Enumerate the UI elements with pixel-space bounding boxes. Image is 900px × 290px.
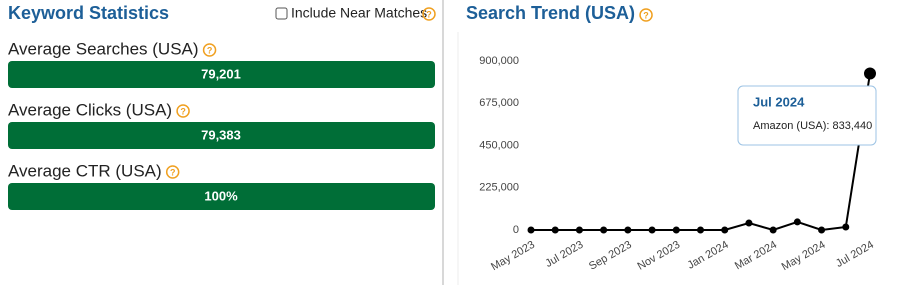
stat-label: Average Searches (USA) <box>8 39 199 58</box>
data-point[interactable] <box>648 226 656 234</box>
tooltip-text: Amazon (USA): 833,440 <box>753 120 872 132</box>
data-point[interactable] <box>697 226 704 234</box>
data-point[interactable] <box>527 226 535 234</box>
checkbox[interactable] <box>275 7 288 20</box>
y-tick-label: 0 <box>513 224 519 236</box>
help-mark: ? <box>180 106 186 116</box>
data-point[interactable] <box>745 219 753 227</box>
tooltip: Jul 2024 Amazon (USA): 833,440 <box>737 85 877 146</box>
help-icon[interactable] <box>202 43 217 57</box>
stat-value: 100% <box>204 188 238 203</box>
data-point[interactable] <box>793 218 801 226</box>
help-icon[interactable] <box>165 165 180 179</box>
data-point[interactable] <box>672 226 680 234</box>
tooltip-title: Jul 2024 <box>753 94 805 109</box>
help-icon[interactable] <box>176 104 190 118</box>
help-icon[interactable] <box>639 8 653 22</box>
data-point[interactable] <box>842 223 850 231</box>
data-point[interactable] <box>721 226 729 234</box>
help-mark: ? <box>643 10 649 20</box>
stat-bar <box>8 183 435 210</box>
data-point[interactable] <box>551 226 559 234</box>
x-tick-label: May 2024 <box>780 239 828 274</box>
x-tick-label: Nov 2023 <box>635 239 682 273</box>
x-tick-label: Mar 2024 <box>733 239 779 273</box>
stats: Average Searches (USA) ? 79,201 Average Cli… <box>8 39 435 210</box>
tooltip-box <box>737 85 877 146</box>
stat-label: Average Clicks (USA) <box>8 100 172 119</box>
x-tick-label: Jan 2024 <box>685 239 730 272</box>
y-tick-label: 900,000 <box>479 55 519 67</box>
stat-bar <box>8 122 435 149</box>
stat-value: 79,201 <box>201 66 241 81</box>
data-point[interactable] <box>624 226 632 234</box>
panel-title: Keyword Statistics <box>8 3 169 23</box>
data-point[interactable] <box>575 226 583 234</box>
x-tick-label: Jul 2024 <box>834 239 876 270</box>
help-mark: ? <box>426 9 432 19</box>
y-tick-label: 225,000 <box>479 182 519 194</box>
x-tick-label: May 2023 <box>489 239 537 274</box>
data-point[interactable] <box>864 67 876 80</box>
help-mark: ? <box>207 45 213 55</box>
chart-title: Search Trend (USA) <box>466 3 635 23</box>
y-tick-label: 450,000 <box>479 139 519 151</box>
x-tick-label: Sep 2023 <box>587 239 634 273</box>
data-point[interactable] <box>600 226 608 234</box>
stat-value: 79,383 <box>201 127 241 142</box>
data-point[interactable] <box>818 226 826 234</box>
help-mark: ? <box>170 167 176 177</box>
checkbox-label[interactable]: Include Near Matches <box>291 5 427 21</box>
y-tick-label: 675,000 <box>479 97 519 109</box>
stat-label: Average CTR (USA) <box>8 161 162 180</box>
help-icon[interactable] <box>422 7 436 21</box>
stat-bar <box>8 61 435 88</box>
data-point[interactable] <box>769 226 777 234</box>
x-tick-label: Jul 2023 <box>543 239 585 270</box>
